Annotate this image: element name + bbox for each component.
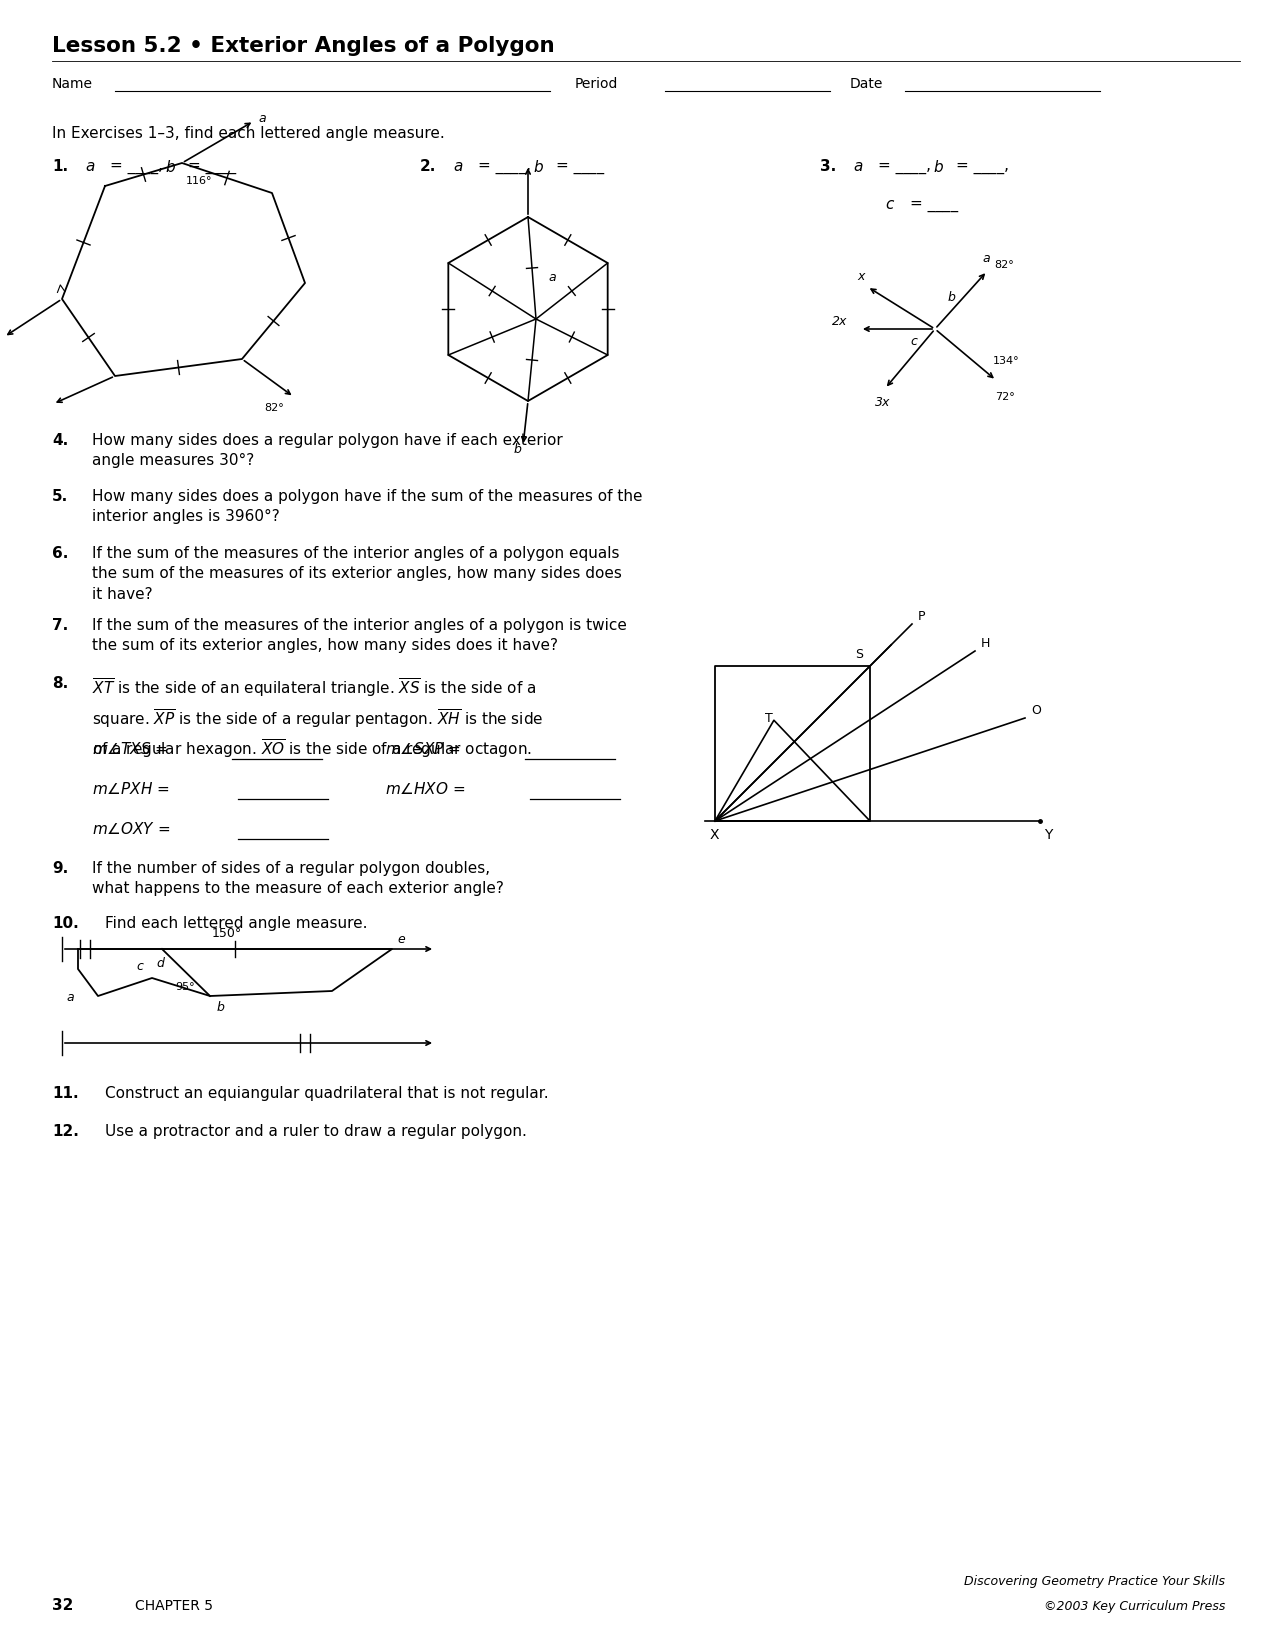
Text: $a$: $a$ <box>258 112 266 125</box>
Text: $a$: $a$ <box>85 158 96 173</box>
Text: $b$: $b$ <box>533 158 544 175</box>
Text: ©2003 Key Curriculum Press: ©2003 Key Curriculum Press <box>1044 1600 1225 1613</box>
Text: $b$: $b$ <box>947 291 956 304</box>
Text: Construct an equiangular quadrilateral that is not regular.: Construct an equiangular quadrilateral t… <box>105 1086 548 1101</box>
Text: 82°: 82° <box>994 261 1014 271</box>
Text: If the sum of the measures of the interior angles of a polygon equals
the sum of: If the sum of the measures of the interi… <box>92 546 622 603</box>
Text: $m\angle TXS$ =: $m\angle TXS$ = <box>92 741 168 758</box>
Text: = ____,: = ____, <box>878 158 931 173</box>
Text: Period: Period <box>575 78 618 91</box>
Text: $\overline{XT}$ is the side of an equilateral triangle. $\overline{XS}$ is the s: $\overline{XT}$ is the side of an equila… <box>92 675 543 761</box>
Text: $m\angle HXO$ =: $m\angle HXO$ = <box>385 781 465 797</box>
Text: Date: Date <box>850 78 884 91</box>
Text: $m\angle OXY$ =: $m\angle OXY$ = <box>92 821 171 837</box>
Text: $e$: $e$ <box>397 933 407 946</box>
Text: $c$: $c$ <box>885 196 895 211</box>
Text: Discovering Geometry Practice Your Skills: Discovering Geometry Practice Your Skill… <box>964 1575 1225 1588</box>
Text: 2.: 2. <box>419 158 436 173</box>
Text: 11.: 11. <box>52 1086 79 1101</box>
Text: How many sides does a regular polygon have if each exterior
angle measures 30°?: How many sides does a regular polygon ha… <box>92 433 562 469</box>
Text: $a$: $a$ <box>66 991 75 1004</box>
Text: 6.: 6. <box>52 546 69 561</box>
Text: = ____: = ____ <box>910 196 958 211</box>
Text: Lesson 5.2 • Exterior Angles of a Polygon: Lesson 5.2 • Exterior Angles of a Polygo… <box>52 36 555 56</box>
Text: Y: Y <box>1044 829 1052 842</box>
Text: $c$: $c$ <box>136 959 144 972</box>
Text: $a$: $a$ <box>548 271 557 284</box>
Text: X: X <box>710 829 719 842</box>
Text: 3.: 3. <box>820 158 836 173</box>
Text: 1.: 1. <box>52 158 68 173</box>
Text: = ____,: = ____, <box>110 158 163 173</box>
Text: If the sum of the measures of the interior angles of a polygon is twice
the sum : If the sum of the measures of the interi… <box>92 617 627 654</box>
Text: 7.: 7. <box>52 617 69 632</box>
Text: $d$: $d$ <box>156 956 166 971</box>
Text: 95°: 95° <box>175 982 195 992</box>
Text: 9.: 9. <box>52 862 69 877</box>
Text: Use a protractor and a ruler to draw a regular polygon.: Use a protractor and a ruler to draw a r… <box>105 1124 527 1139</box>
Text: P: P <box>918 609 926 622</box>
Text: 10.: 10. <box>52 916 79 931</box>
Text: 5.: 5. <box>52 489 69 504</box>
Text: T: T <box>765 712 773 725</box>
Text: O: O <box>1031 703 1040 717</box>
Text: $m\angle SXP$ =: $m\angle SXP$ = <box>385 741 460 758</box>
Text: 8.: 8. <box>52 675 69 692</box>
Text: = ____,: = ____, <box>478 158 530 173</box>
Text: Find each lettered angle measure.: Find each lettered angle measure. <box>105 916 367 931</box>
Text: 150°: 150° <box>212 926 242 939</box>
Text: $a$: $a$ <box>982 253 991 266</box>
Text: H: H <box>980 637 991 650</box>
Text: 82°: 82° <box>264 403 284 413</box>
Text: 12.: 12. <box>52 1124 79 1139</box>
Text: $c$: $c$ <box>910 335 919 348</box>
Text: 72°: 72° <box>994 391 1015 401</box>
Text: In Exercises 1–3, find each lettered angle measure.: In Exercises 1–3, find each lettered ang… <box>52 125 445 140</box>
Text: S: S <box>856 647 863 660</box>
Text: 134°: 134° <box>993 357 1020 367</box>
Text: $m\angle PXH$ =: $m\angle PXH$ = <box>92 781 170 797</box>
Text: 116°: 116° <box>186 177 213 187</box>
Text: $b$: $b$ <box>215 1001 226 1014</box>
Text: = ____: = ____ <box>187 158 236 173</box>
Text: 4.: 4. <box>52 433 69 447</box>
Text: $a$: $a$ <box>853 158 863 173</box>
Text: CHAPTER 5: CHAPTER 5 <box>135 1600 213 1613</box>
Text: $a$: $a$ <box>453 158 463 173</box>
Text: = ____: = ____ <box>556 158 604 173</box>
Text: Name: Name <box>52 78 93 91</box>
Text: = ____,: = ____, <box>956 158 1009 173</box>
Text: 3$x$: 3$x$ <box>875 396 891 409</box>
Text: How many sides does a polygon have if the sum of the measures of the
interior an: How many sides does a polygon have if th… <box>92 489 643 525</box>
Text: 2$x$: 2$x$ <box>831 315 848 329</box>
Text: $x$: $x$ <box>857 271 867 282</box>
Text: 32: 32 <box>52 1598 74 1613</box>
Text: $b$: $b$ <box>164 158 176 175</box>
Text: If the number of sides of a regular polygon doubles,
what happens to the measure: If the number of sides of a regular poly… <box>92 862 504 896</box>
Text: $b$: $b$ <box>513 442 523 456</box>
Text: $b$: $b$ <box>933 158 944 175</box>
